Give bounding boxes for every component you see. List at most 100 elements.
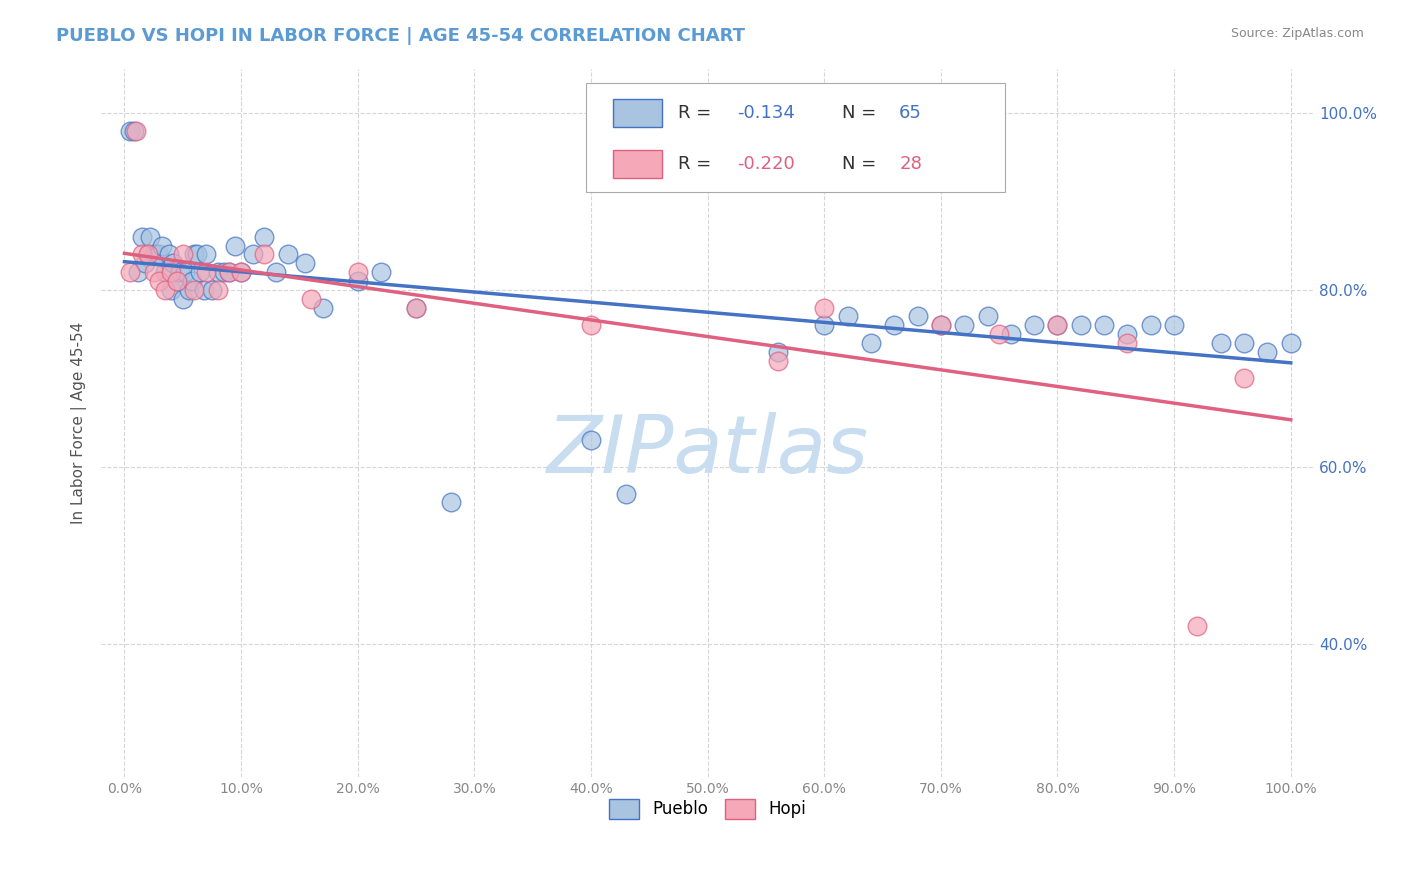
Point [929,318,952,333]
Point [1233,336,1256,351]
Point [177,283,200,297]
Point [1046,318,1069,333]
Point [218,265,240,279]
Point [253,247,276,261]
Point [614,486,637,500]
Text: N =: N = [842,104,882,122]
Point [150,238,173,252]
Point [169,265,191,279]
Point [253,229,276,244]
Point [174,265,197,279]
Point [1046,318,1069,333]
Point [131,229,153,244]
Point [162,256,184,270]
Point [370,265,392,279]
Point [883,318,905,333]
Point [264,265,287,279]
Text: -0.220: -0.220 [737,155,794,173]
Point [155,265,177,279]
Point [1233,371,1256,385]
Point [136,247,159,261]
Point [440,495,463,509]
Point [229,265,252,279]
Point [142,247,165,261]
Text: PUEBLO VS HOPI IN LABOR FORCE | AGE 45-54 CORRELATION CHART: PUEBLO VS HOPI IN LABOR FORCE | AGE 45-5… [56,27,745,45]
FancyBboxPatch shape [613,99,661,128]
Point [859,336,882,351]
Point [172,247,194,261]
Point [346,274,368,288]
Point [242,247,264,261]
Point [139,229,162,244]
Point [212,265,235,279]
Point [155,283,177,297]
Point [1139,318,1161,333]
Text: R =: R = [679,104,717,122]
Point [766,344,789,359]
Legend: Pueblo, Hopi: Pueblo, Hopi [602,793,813,825]
FancyBboxPatch shape [613,150,661,178]
Point [837,310,859,324]
Point [181,274,204,288]
Point [146,247,169,261]
Point [1187,619,1209,633]
Point [122,123,145,137]
Text: R =: R = [679,155,717,173]
Point [976,310,998,324]
Point [1209,336,1232,351]
Point [131,247,153,261]
Point [201,283,224,297]
Point [579,434,602,448]
Point [172,292,194,306]
Point [346,265,368,279]
Point [1116,327,1139,342]
Point [183,247,205,261]
Text: N =: N = [842,155,882,173]
Point [157,247,180,261]
Point [120,265,142,279]
Point [405,301,427,315]
Point [1163,318,1185,333]
Point [813,301,835,315]
Point [988,327,1011,342]
Point [127,265,149,279]
Point [1000,327,1022,342]
Point [148,247,170,261]
Y-axis label: In Labor Force | Age 45-54: In Labor Force | Age 45-54 [72,322,87,524]
Point [218,265,240,279]
Text: Source: ZipAtlas.com: Source: ZipAtlas.com [1230,27,1364,40]
Point [405,301,427,315]
Point [229,265,252,279]
Point [148,274,170,288]
Point [312,301,335,315]
Point [907,310,929,324]
Point [294,256,316,270]
Text: 28: 28 [900,155,922,173]
Point [136,247,159,261]
Point [160,283,183,297]
Point [166,274,188,288]
Text: -0.134: -0.134 [737,104,794,122]
Text: ZIPatlas: ZIPatlas [547,412,869,490]
Point [813,318,835,333]
Point [224,238,246,252]
Point [579,318,602,333]
Point [1256,344,1278,359]
Point [207,265,229,279]
Point [134,256,156,270]
Point [186,247,208,261]
Point [953,318,976,333]
Point [160,265,183,279]
Point [183,283,205,297]
Point [193,283,215,297]
Point [1116,336,1139,351]
Point [166,274,188,288]
Point [1092,318,1115,333]
Point [195,247,218,261]
Point [1070,318,1092,333]
Point [188,265,211,279]
Text: 65: 65 [900,104,922,122]
Point [929,318,952,333]
Point [277,247,299,261]
Point [766,353,789,368]
